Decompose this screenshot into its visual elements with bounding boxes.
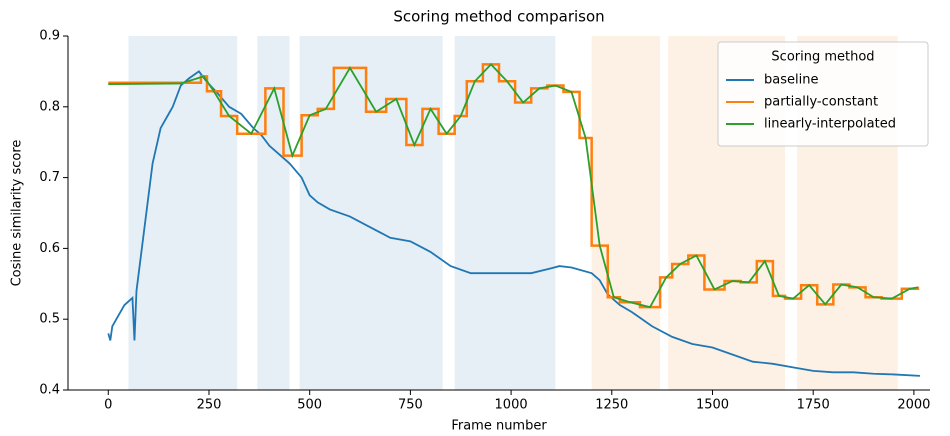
shaded-region [128,36,238,390]
x-tick-label: 1750 [797,398,830,413]
x-tick-label: 750 [398,398,423,413]
line-baseline [107,70,920,377]
shaded-region [591,36,661,390]
legend-label: baseline [764,73,818,88]
line-linearly-interpolated [108,63,919,309]
x-tick-label: 0 [104,398,112,413]
y-tick-label: 0.4 [39,383,60,398]
y-axis-label: Cosine similarity score [10,140,25,287]
x-tick-label: 1500 [696,398,729,413]
shaded-region [299,36,443,390]
y-tick-label: 0.7 [39,170,60,185]
x-tick-label: 1250 [595,398,628,413]
x-tick-label: 250 [197,398,222,413]
legend-box [717,41,929,147]
legend-label: partially-constant [764,95,878,110]
x-tick-label: 2000 [897,398,930,413]
y-tick-label: 0.9 [39,29,60,44]
line-partially-constant [108,63,920,309]
shaded-region [454,36,556,390]
x-tick-label: 500 [297,398,322,413]
y-tick-label: 0.6 [39,241,60,256]
y-tick-label: 0.5 [39,312,60,327]
x-tick-label: 1000 [495,398,528,413]
x-axis-label: Frame number [451,419,547,434]
legend-title: Scoring method [771,50,874,65]
chart-title: Scoring method comparison [393,8,604,26]
legend-label: linearly-interpolated [764,117,896,132]
y-tick-label: 0.8 [39,99,60,114]
